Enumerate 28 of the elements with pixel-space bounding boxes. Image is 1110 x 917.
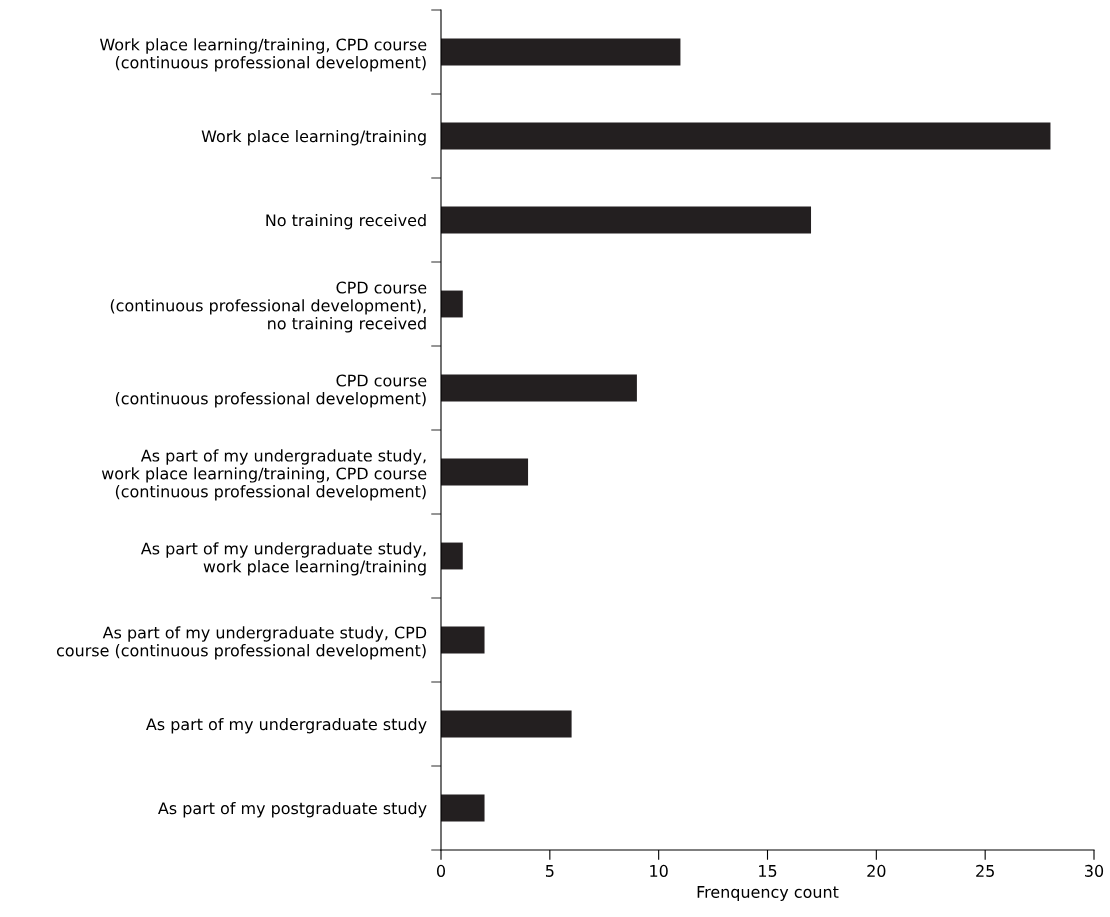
bar — [441, 710, 572, 738]
y-tick-label: As part of my undergraduate study, work place learning/training — [140, 542, 426, 576]
y-tick-label: As part of my undergraduate study, work place learning/training, CPD course (continuous professional development) — [101, 449, 427, 501]
y-tick-label: No training received — [266, 213, 426, 230]
y-tick-label: CPD course (continuous professional development), no training received — [110, 281, 427, 333]
bar — [441, 374, 637, 402]
bar — [441, 458, 529, 486]
y-tick-label: As part of my undergraduate study — [146, 717, 427, 734]
bar — [441, 38, 681, 66]
bar — [441, 794, 485, 822]
y-tick-label: As part of my postgraduate study — [158, 801, 427, 818]
x-tick-label: 15 — [759, 865, 777, 877]
x-tick-label: 25 — [976, 864, 994, 877]
bar — [441, 290, 463, 318]
x-tick-label: 20 — [867, 864, 886, 877]
x-axis-title: Frenquency count — [697, 886, 839, 902]
x-tick-label: 5 — [545, 865, 554, 877]
y-tick-label: Work place learning/training, CPD course (continuous professional development) — [99, 38, 427, 72]
x-tick-label: 30 — [1085, 864, 1104, 877]
y-tick-label: CPD course (continuous professional development) — [115, 374, 427, 408]
bar — [441, 542, 463, 570]
x-tick-label: 0 — [436, 864, 446, 877]
y-tick-label: Work place learning/training — [201, 129, 426, 146]
bar — [441, 206, 812, 234]
y-tick-label: As part of my undergraduate study, CPD course (continuous professional development) — [56, 626, 427, 660]
bar — [441, 122, 1051, 150]
x-tick-label: 10 — [650, 864, 668, 877]
bar — [441, 626, 485, 654]
